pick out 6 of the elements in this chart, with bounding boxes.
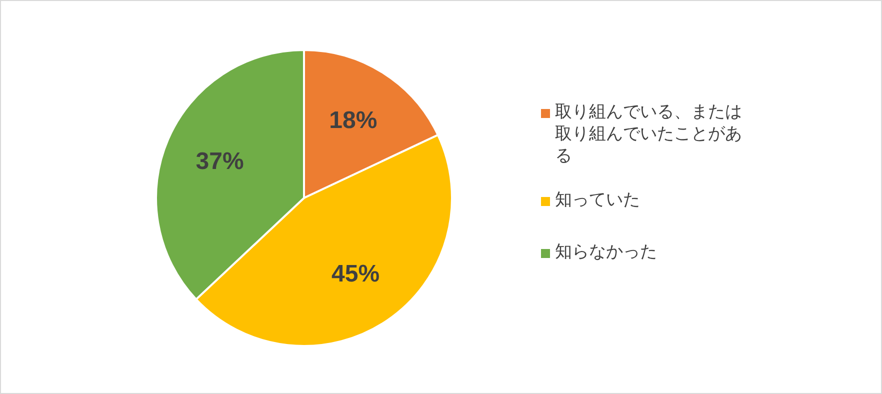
data-label: 45% [332,260,380,288]
legend-label: 取り組んでいる、または取り組んでいたことがある [555,101,743,167]
data-label: 18% [329,107,378,134]
data-label: 37% [196,148,244,176]
legend-label: 知っていた [555,189,641,211]
legend-label: 知らなかった [555,241,658,263]
